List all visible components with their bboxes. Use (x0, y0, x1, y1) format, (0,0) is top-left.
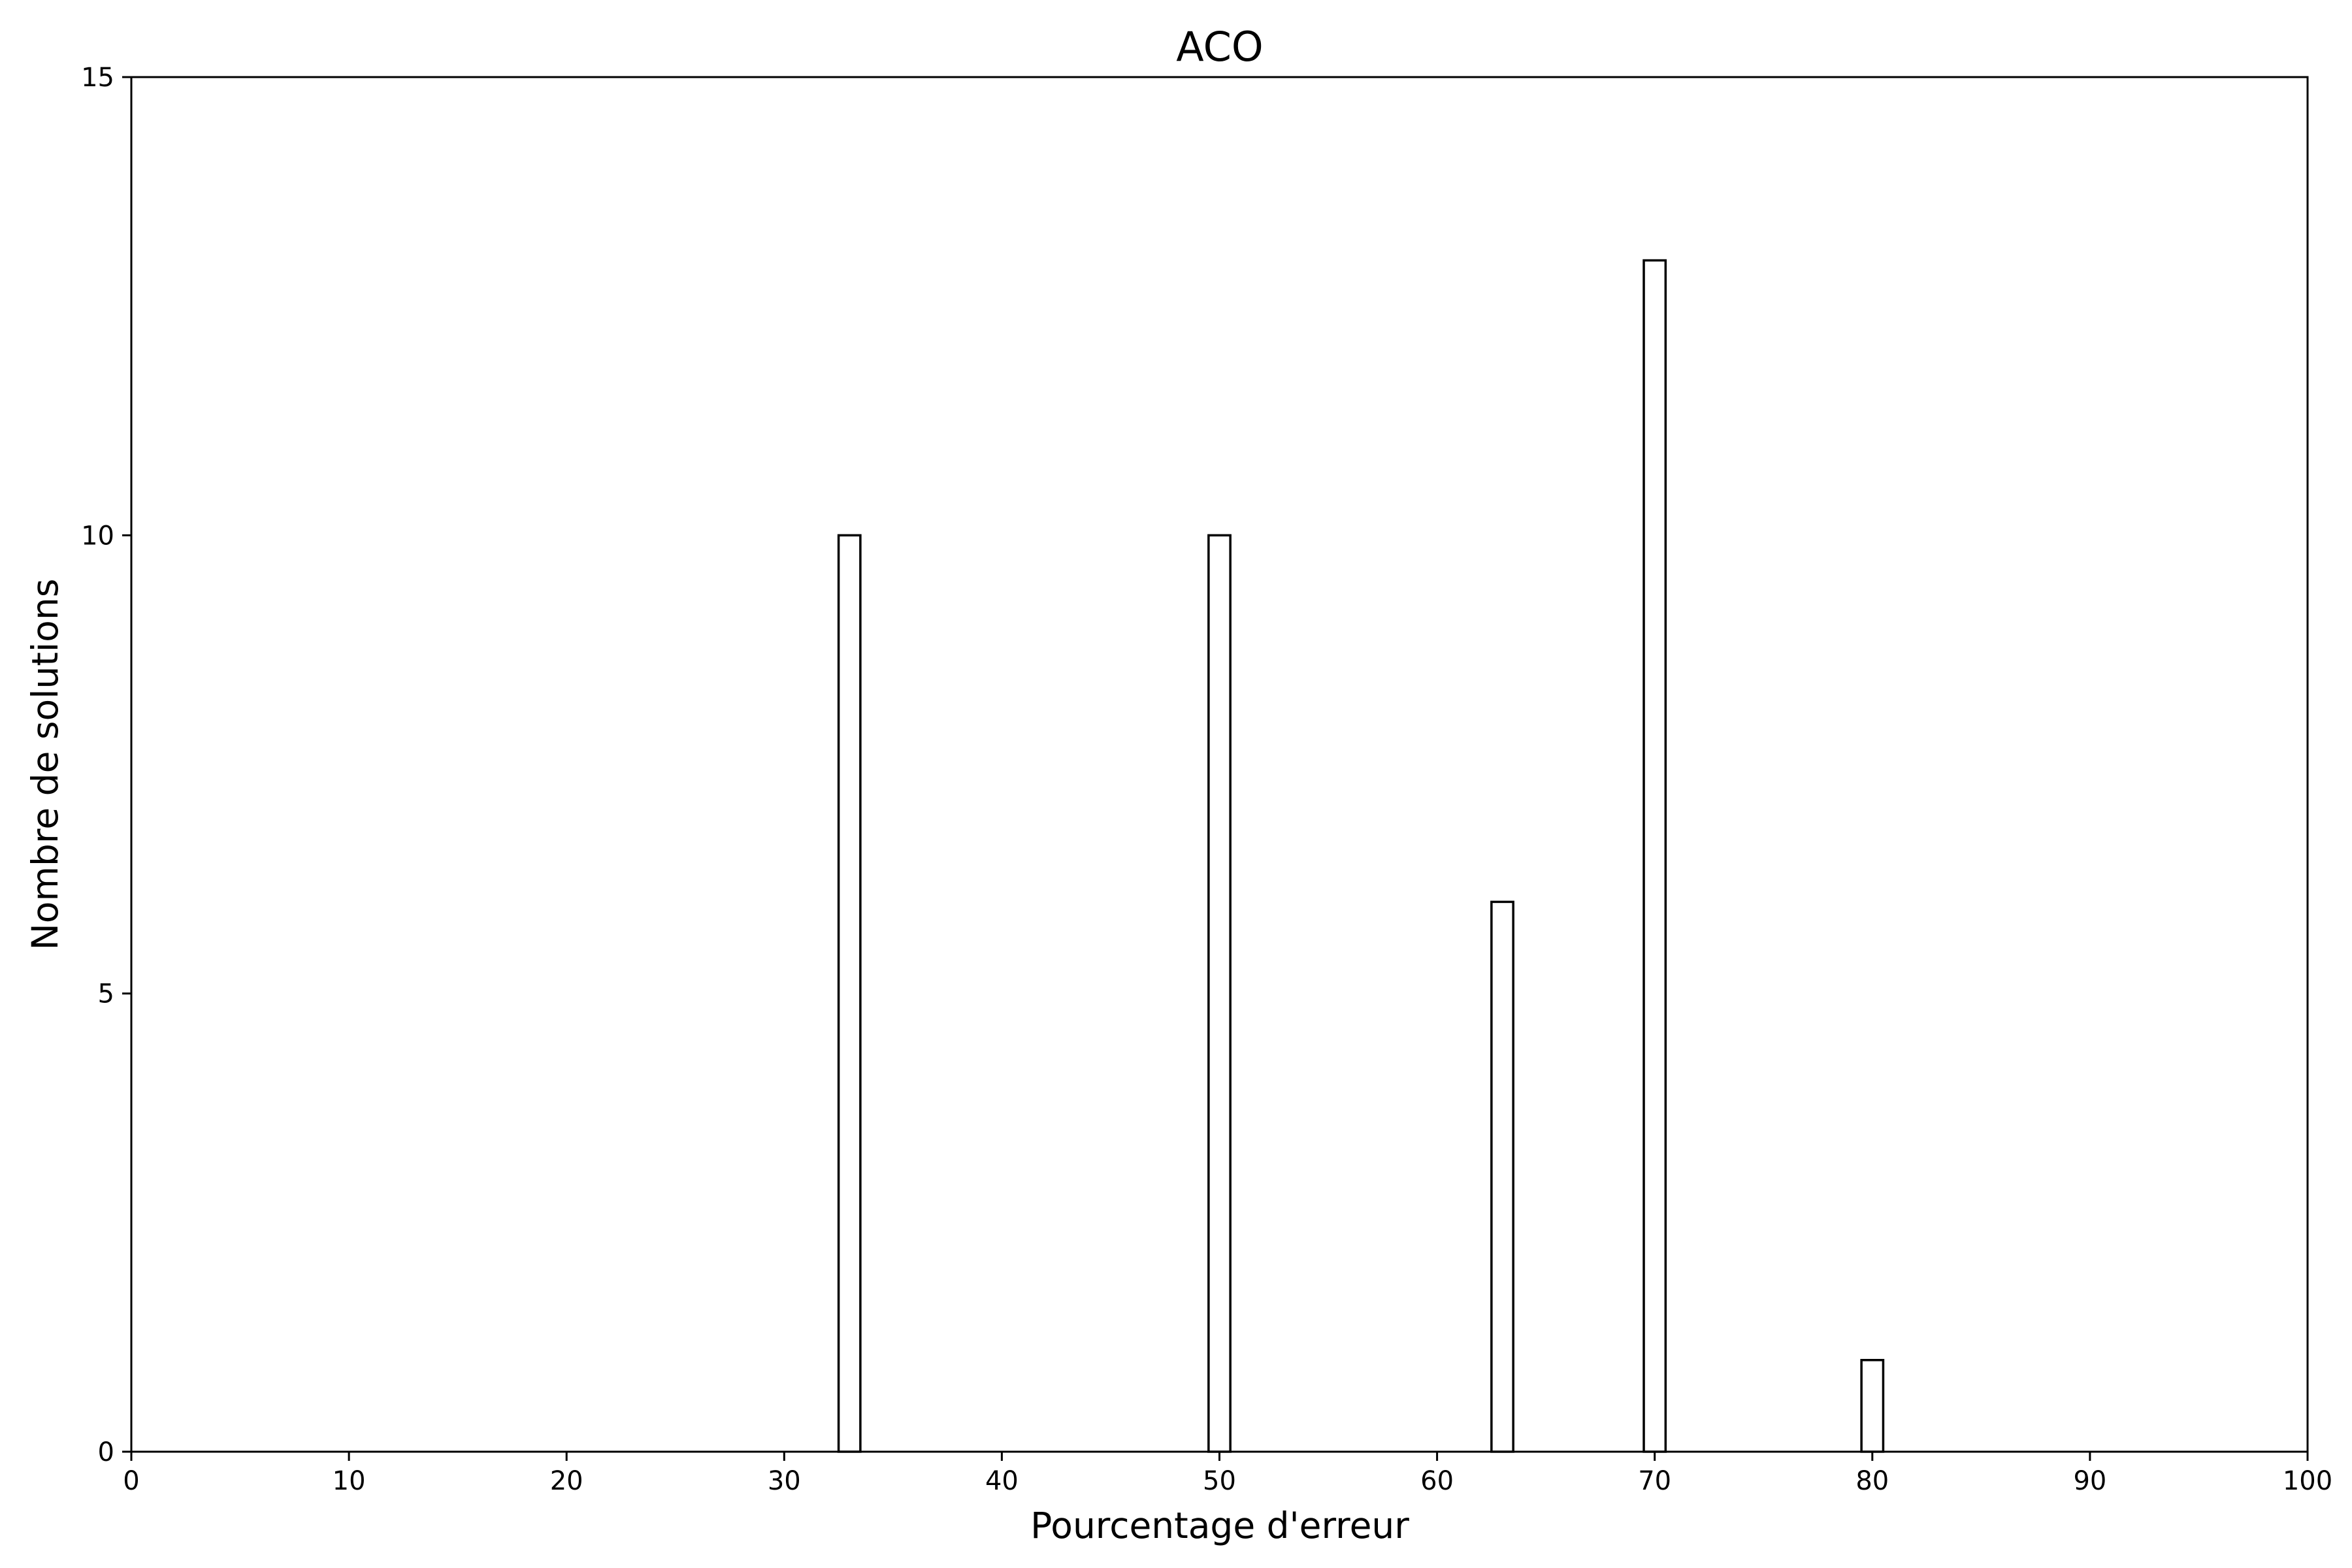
y-tick-label: 10 (81, 521, 114, 551)
x-tick-label: 20 (550, 1466, 583, 1496)
bar-50 (1207, 534, 1232, 1453)
y-axis-label: Nombre de solutions (24, 579, 66, 951)
y-axis-ticks: 0 5 10 15 (81, 63, 131, 1467)
x-axis-label: Pourcentage d'erreur (1030, 1505, 1409, 1546)
bar-80 (1860, 1358, 1885, 1453)
x-tick-label: 80 (1855, 1466, 1889, 1496)
bar-33 (837, 534, 862, 1453)
y-tick-label: 15 (81, 63, 114, 93)
x-tick-label: 100 (2283, 1466, 2332, 1496)
chart-title: ACO (1176, 23, 1263, 71)
x-tick-label: 50 (1203, 1466, 1236, 1496)
x-tick-label: 30 (768, 1466, 801, 1496)
x-tick-label: 40 (985, 1466, 1019, 1496)
x-tick-label: 90 (2073, 1466, 2106, 1496)
bar-70 (1642, 259, 1667, 1453)
x-tick-label: 60 (1420, 1466, 1454, 1496)
x-tick-label: 0 (123, 1466, 139, 1496)
x-axis-ticks: 0 10 20 30 40 50 60 70 80 90 100 (123, 1452, 2332, 1496)
bars-group (837, 259, 1885, 1453)
x-tick-label: 70 (1638, 1466, 1671, 1496)
y-tick-label: 5 (98, 979, 114, 1009)
x-tick-label: 10 (333, 1466, 366, 1496)
y-tick-label: 0 (98, 1437, 114, 1467)
bar-63 (1490, 900, 1514, 1453)
